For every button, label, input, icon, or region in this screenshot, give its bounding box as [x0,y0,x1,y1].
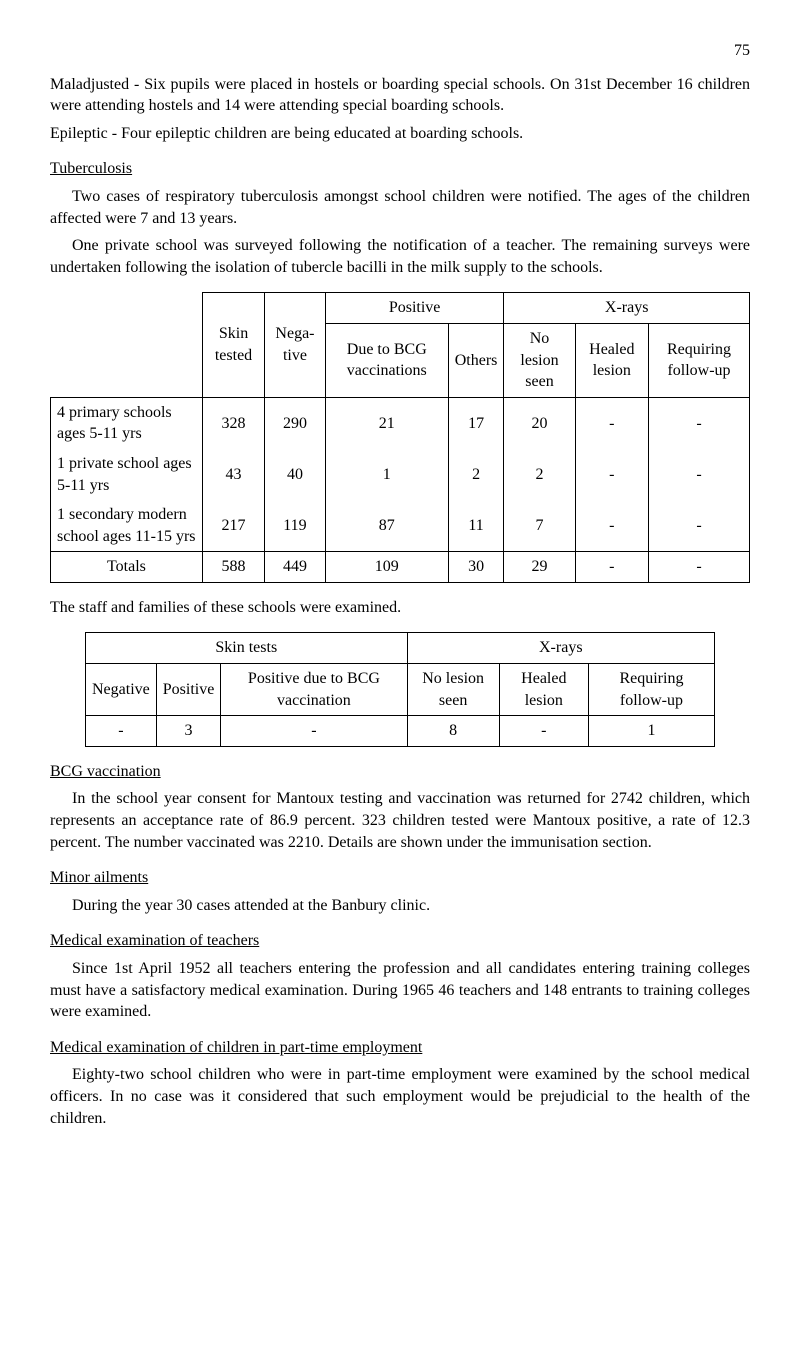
cell: - [575,552,648,583]
col-others: Others [448,323,504,397]
page-number: 75 [50,40,750,62]
cell: 20 [504,397,575,449]
table-row: 1 secondary modern school ages 11-15 yrs… [51,500,750,552]
cell: - [499,716,588,747]
cell: - [648,397,749,449]
cell: - [86,716,157,747]
cell: - [648,500,749,552]
cell: 1 [325,449,448,500]
row-label: 1 secondary modern school ages 11-15 yrs [51,500,203,552]
paragraph-staff-families: The staff and families of these schools … [50,597,750,619]
col-xrays-group: X-rays [504,293,750,324]
cell: 217 [202,500,264,552]
cell: 119 [265,500,326,552]
paragraph-epileptic: Epileptic - Four epileptic children are … [50,123,750,145]
totals-label: Totals [51,552,203,583]
table-row: 1 private school ages 5-11 yrs 43 40 1 2… [51,449,750,500]
row-label: 1 private school ages 5-11 yrs [51,449,203,500]
table-schools: Skin tested Nega-tive Positive X-rays Du… [50,292,750,583]
col-due-bcg: Due to BCG vaccinations [325,323,448,397]
cell: 17 [448,397,504,449]
cell: 7 [504,500,575,552]
paragraph-tb-1: Two cases of respiratory tuberculosis am… [50,186,750,229]
cell: 30 [448,552,504,583]
cell: 109 [325,552,448,583]
cell: 2 [448,449,504,500]
col-requiring: Requiring follow-up [648,323,749,397]
paragraph-maladjusted: Maladjusted - Six pupils were placed in … [50,74,750,117]
col-healed: Healed lesion [499,664,588,716]
cell: - [575,500,648,552]
heading-medical-teachers: Medical examination of teachers [50,930,750,952]
cell: 40 [265,449,326,500]
cell: - [575,449,648,500]
col-xrays-group: X-rays [407,633,714,664]
cell: 3 [156,716,221,747]
cell: 43 [202,449,264,500]
col-positive-group: Positive [325,293,504,324]
col-requiring: Requiring follow-up [588,664,714,716]
cell: - [575,397,648,449]
cell: 2 [504,449,575,500]
table-totals-row: Totals 588 449 109 30 29 - - [51,552,750,583]
cell: 290 [265,397,326,449]
col-nolesion: No lesion seen [504,323,575,397]
cell: 29 [504,552,575,583]
cell: 21 [325,397,448,449]
cell: - [221,716,407,747]
heading-medical-children: Medical examination of children in part-… [50,1037,750,1059]
heading-bcg: BCG vaccination [50,761,750,783]
col-due-bcg: Positive due to BCG vaccination [221,664,407,716]
paragraph-tb-2: One private school was surveyed followin… [50,235,750,278]
table-row: 4 primary schools ages 5-11 yrs 328 290 … [51,397,750,449]
row-label: 4 primary schools ages 5-11 yrs [51,397,203,449]
paragraph-bcg: In the school year consent for Mantoux t… [50,788,750,853]
cell: 588 [202,552,264,583]
cell: 328 [202,397,264,449]
cell: 87 [325,500,448,552]
cell: 8 [407,716,499,747]
paragraph-med-children: Eighty-two school children who were in p… [50,1064,750,1129]
col-negative: Negative [86,664,157,716]
cell: - [648,552,749,583]
col-healed: Healed lesion [575,323,648,397]
col-skin-tests-group: Skin tests [86,633,408,664]
col-negative: Nega-tive [265,293,326,397]
heading-tuberculosis: Tuberculosis [50,158,750,180]
col-positive: Positive [156,664,221,716]
col-skin: Skin tested [202,293,264,397]
cell: 1 [588,716,714,747]
table-staff: Skin tests X-rays Negative Positive Posi… [85,632,715,746]
heading-minor-ailments: Minor ailments [50,867,750,889]
cell: 449 [265,552,326,583]
cell: 11 [448,500,504,552]
cell: - [648,449,749,500]
paragraph-med-teachers: Since 1st April 1952 all teachers enteri… [50,958,750,1023]
table-row: - 3 - 8 - 1 [86,716,715,747]
col-nolesion: No lesion seen [407,664,499,716]
paragraph-minor: During the year 30 cases attended at the… [50,895,750,917]
